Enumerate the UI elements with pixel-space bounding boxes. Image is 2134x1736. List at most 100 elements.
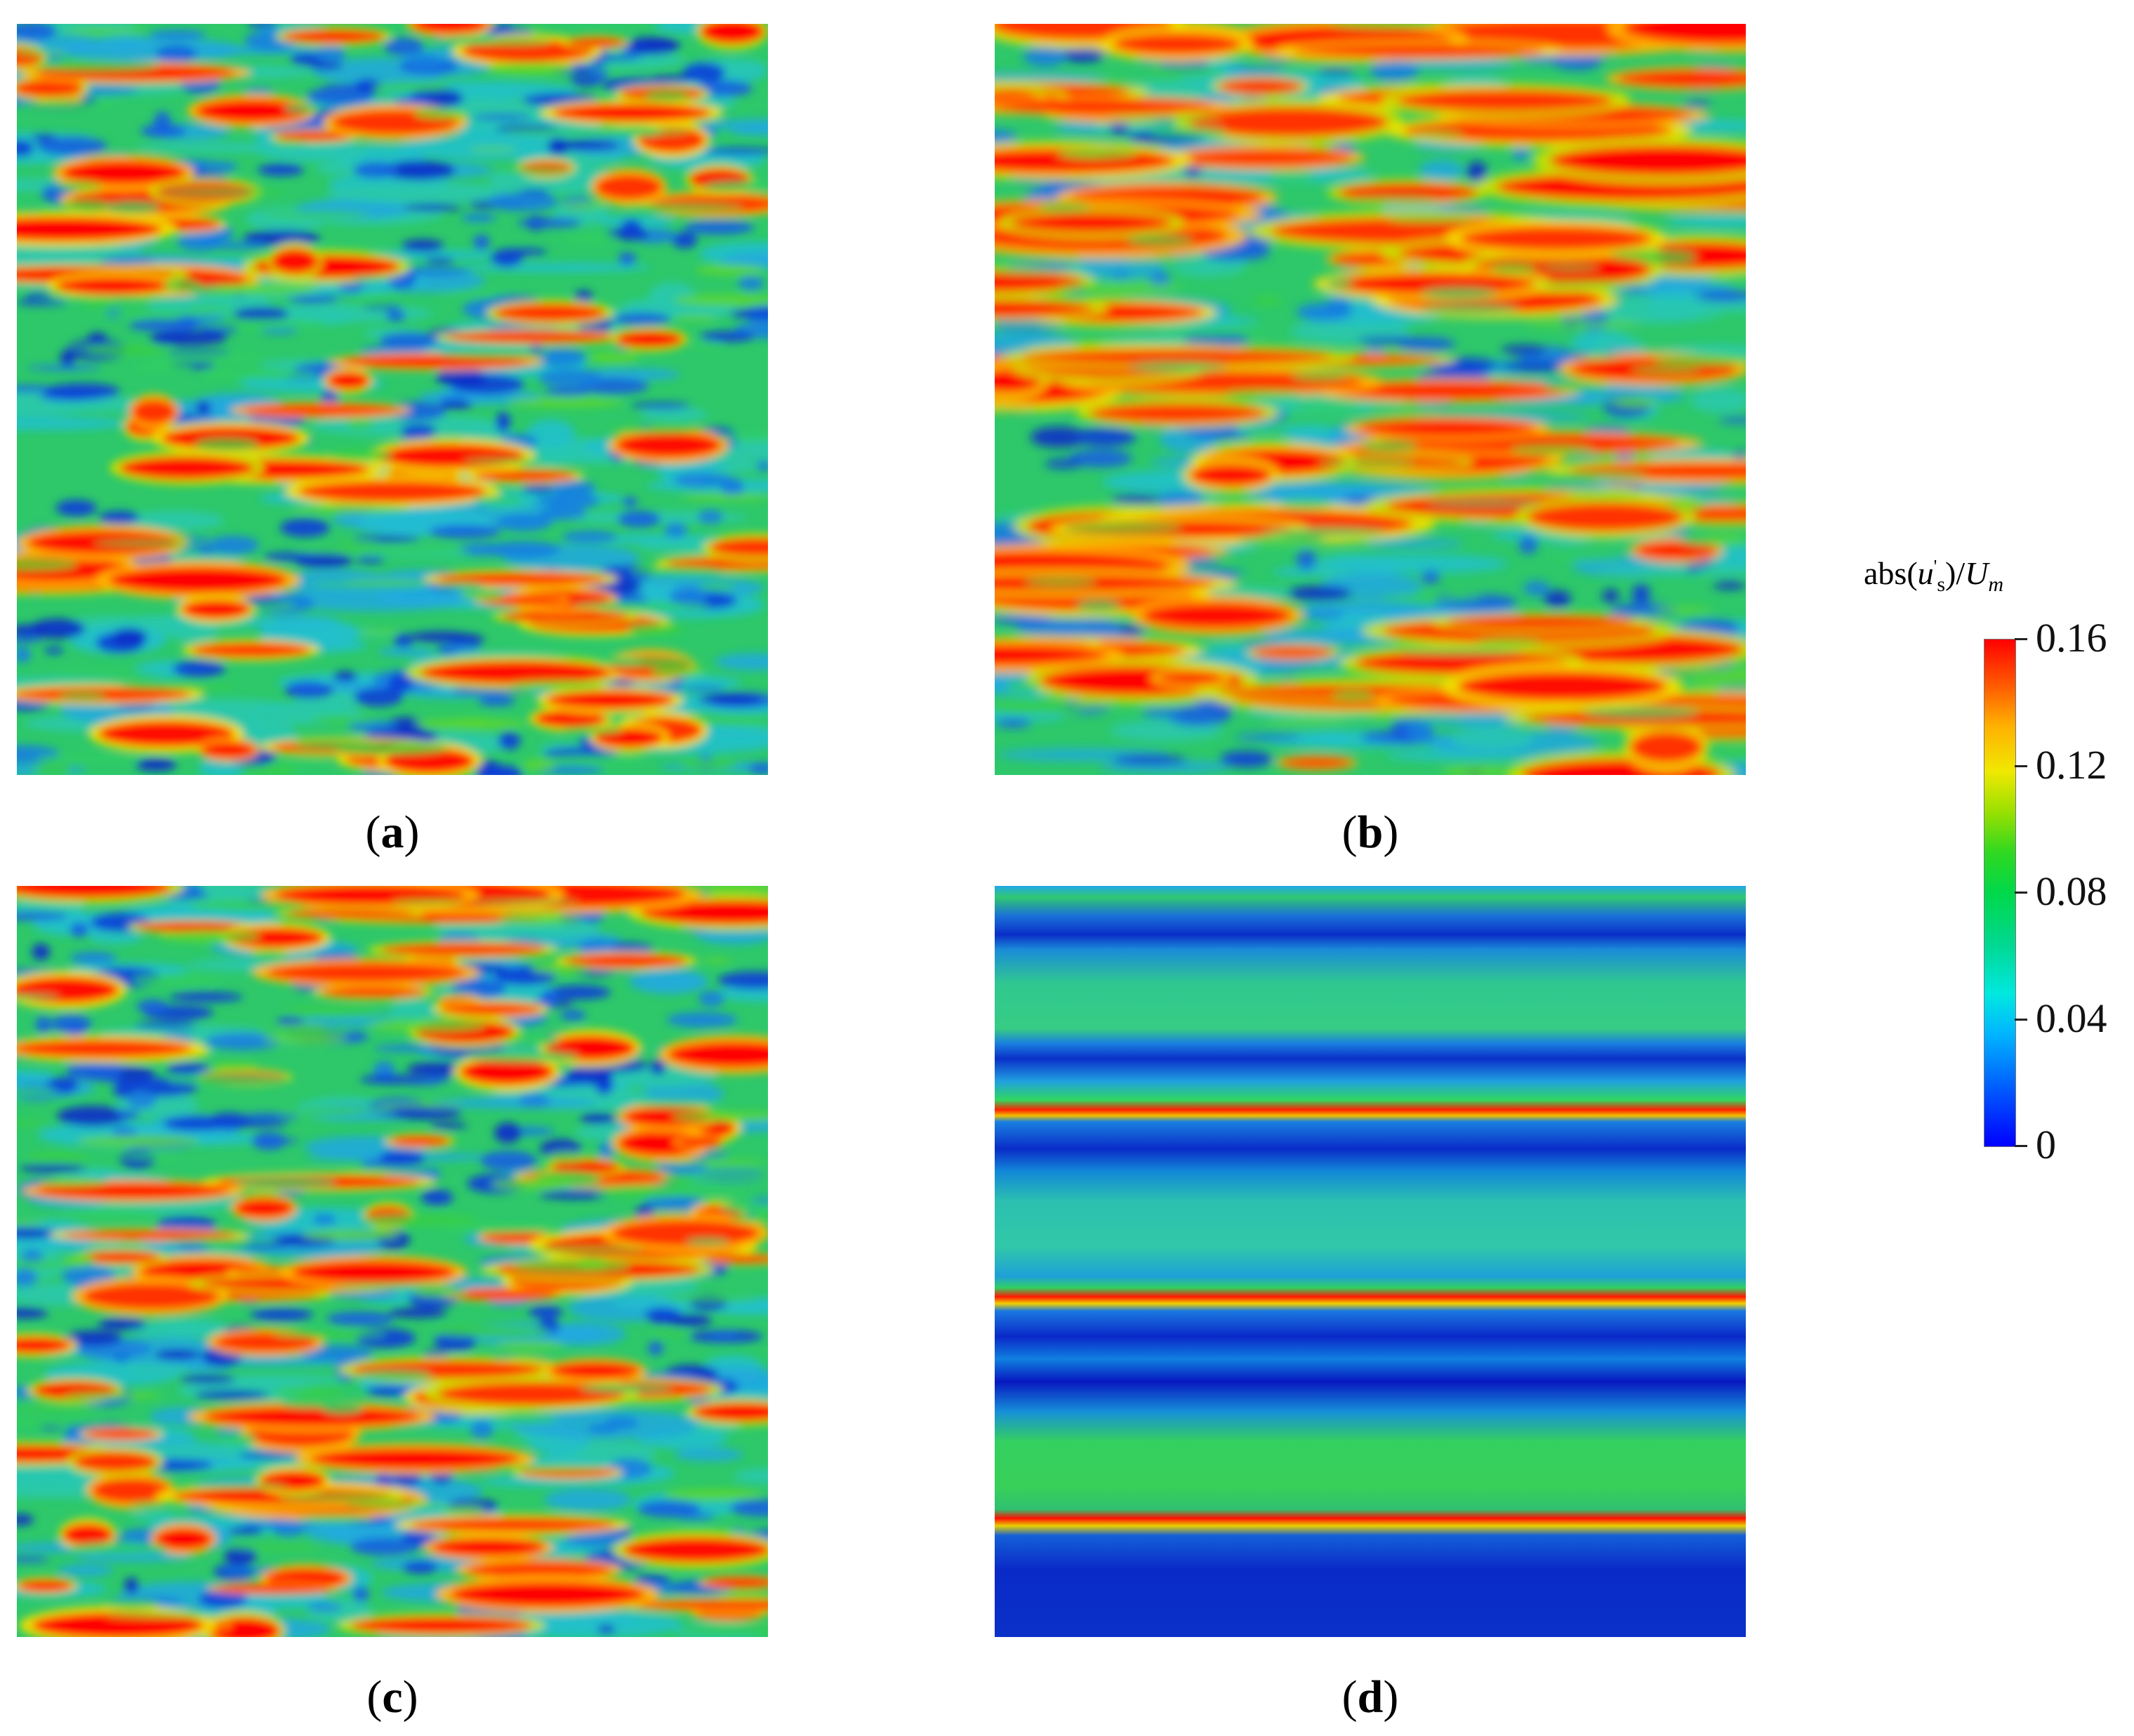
flow-streak bbox=[321, 1403, 364, 1414]
flow-streak bbox=[155, 45, 197, 62]
flow-streak bbox=[44, 383, 120, 400]
flow-streak bbox=[34, 61, 160, 72]
flow-streak bbox=[366, 547, 470, 555]
flow-streak bbox=[85, 1429, 158, 1440]
flow-streak bbox=[389, 1136, 451, 1146]
flow-streak bbox=[435, 1413, 460, 1424]
flow-streak bbox=[616, 432, 721, 458]
flow-streak bbox=[1631, 583, 1650, 604]
flow-streak bbox=[1149, 127, 1227, 138]
flow-streak bbox=[1155, 491, 1204, 508]
flow-streak bbox=[17, 558, 79, 571]
flow-streak bbox=[54, 37, 244, 62]
flow-streak bbox=[756, 460, 768, 472]
flow-streak bbox=[1252, 296, 1283, 306]
flow-streak bbox=[470, 1420, 494, 1439]
flow-streak bbox=[1370, 60, 1419, 81]
flow-streak bbox=[61, 160, 186, 185]
flow-streak bbox=[438, 643, 481, 652]
flow-streak bbox=[320, 987, 426, 998]
flow-streak bbox=[598, 1141, 613, 1161]
flow-streak bbox=[435, 581, 484, 589]
flow-streak bbox=[274, 588, 468, 612]
flow-streak bbox=[478, 696, 515, 707]
flow-streak bbox=[564, 954, 688, 967]
flow-streak bbox=[401, 239, 444, 253]
flow-streak bbox=[461, 39, 593, 62]
flow-streak bbox=[85, 347, 161, 356]
flow-streak bbox=[380, 943, 546, 956]
flow-streak bbox=[1386, 216, 1474, 223]
flow-streak bbox=[266, 962, 465, 983]
flow-streak bbox=[460, 1059, 554, 1085]
flow-streak bbox=[563, 1533, 635, 1547]
flow-streak bbox=[729, 308, 768, 319]
flow-streak bbox=[312, 1214, 337, 1226]
flow-streak bbox=[1264, 717, 1351, 724]
flow-streak bbox=[612, 312, 671, 326]
flow-streak bbox=[17, 1513, 34, 1526]
flow-streak bbox=[316, 45, 346, 63]
flow-streak bbox=[195, 99, 309, 123]
flow-streak bbox=[1155, 327, 1267, 336]
flow-streak bbox=[494, 303, 606, 322]
contour-plot-a bbox=[17, 24, 768, 775]
flow-streak bbox=[339, 540, 380, 546]
flow-streak bbox=[160, 188, 284, 196]
flow-streak bbox=[1111, 272, 1131, 279]
flow-streak bbox=[258, 163, 305, 176]
flow-streak bbox=[17, 1087, 58, 1097]
flow-streak bbox=[126, 1091, 157, 1109]
flow-streak bbox=[1324, 278, 1353, 288]
flow-streak bbox=[176, 313, 201, 331]
flow-streak bbox=[76, 1135, 199, 1148]
flow-streak bbox=[17, 886, 172, 899]
flow-streak bbox=[17, 911, 69, 921]
flow-streak bbox=[1122, 259, 1205, 264]
velocity-field-b bbox=[995, 24, 1746, 775]
flow-streak bbox=[430, 1097, 598, 1109]
flow-streak bbox=[1622, 24, 1746, 45]
flow-streak bbox=[1706, 276, 1746, 284]
caption-d: (d) bbox=[1341, 1671, 1399, 1723]
flow-streak bbox=[227, 927, 324, 948]
flow-streak bbox=[388, 1307, 447, 1318]
flow-streak bbox=[149, 331, 227, 345]
flow-streak bbox=[357, 1370, 432, 1379]
flow-streak bbox=[353, 687, 404, 707]
flow-streak bbox=[431, 1538, 545, 1556]
flow-streak bbox=[995, 270, 1064, 274]
flow-streak bbox=[1687, 680, 1746, 689]
flow-streak bbox=[730, 1499, 768, 1517]
flow-streak bbox=[281, 1007, 383, 1018]
flow-streak bbox=[64, 27, 144, 34]
flow-streak bbox=[545, 493, 599, 510]
flow-streak bbox=[390, 899, 465, 905]
flow-streak bbox=[300, 1515, 373, 1523]
flow-streak bbox=[1331, 690, 1374, 701]
flow-streak bbox=[1149, 271, 1170, 289]
flow-streak bbox=[1665, 215, 1746, 228]
flow-streak bbox=[738, 276, 764, 291]
flow-streak bbox=[1359, 440, 1418, 451]
flow-streak bbox=[263, 1034, 348, 1044]
flow-streak bbox=[17, 1120, 50, 1126]
flow-streak bbox=[247, 24, 279, 28]
flow-streak bbox=[403, 204, 463, 211]
flow-streak bbox=[678, 759, 738, 770]
flow-streak bbox=[437, 1381, 625, 1406]
flow-streak bbox=[191, 642, 311, 658]
flow-streak bbox=[1318, 554, 1509, 574]
flow-streak bbox=[1398, 337, 1456, 351]
flow-streak bbox=[51, 1014, 92, 1033]
flow-streak bbox=[995, 72, 1106, 82]
flow-streak bbox=[580, 1384, 674, 1393]
flow-streak bbox=[1188, 107, 1389, 138]
flow-streak bbox=[298, 480, 486, 503]
flow-streak bbox=[17, 1307, 48, 1319]
contour-panel-a bbox=[17, 24, 768, 775]
flow-streak bbox=[353, 161, 399, 178]
flow-streak bbox=[261, 211, 370, 218]
flow-streak bbox=[36, 1183, 231, 1199]
flow-streak bbox=[1542, 556, 1628, 561]
